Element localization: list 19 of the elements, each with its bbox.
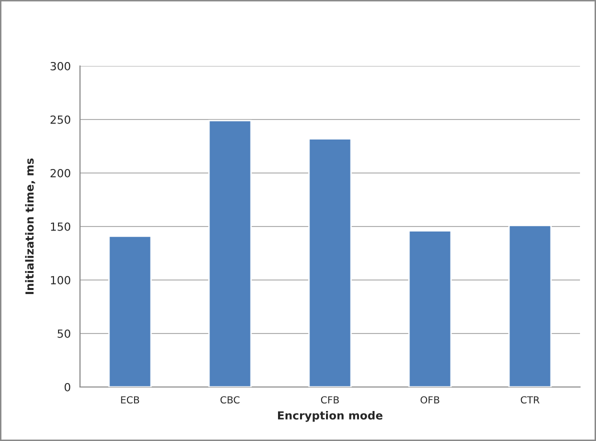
bar: [408, 230, 452, 387]
y-tick-label: 100: [50, 276, 70, 284]
y-tick-label: 0: [64, 382, 70, 392]
bar: [308, 138, 352, 387]
y-tick-label: 300: [50, 62, 70, 70]
x-tick-label: CBC: [220, 396, 240, 404]
bar: [508, 224, 552, 387]
x-tick-label: ECB: [121, 396, 140, 404]
y-tick-label: 150: [50, 222, 70, 231]
bar: [208, 120, 252, 387]
y-tick-label: 50: [58, 329, 70, 338]
y-tick-label: 200: [50, 168, 70, 178]
x-tick-label: OFB: [420, 396, 440, 404]
x-axis-title: Encryption mode: [278, 410, 382, 422]
x-tick-label: CFB: [321, 396, 339, 404]
y-axis-title: Initialization time, ms: [25, 158, 36, 294]
bar: [108, 235, 152, 387]
y-tick-label: 250: [50, 115, 70, 124]
x-tick-label: CTR: [520, 396, 540, 404]
